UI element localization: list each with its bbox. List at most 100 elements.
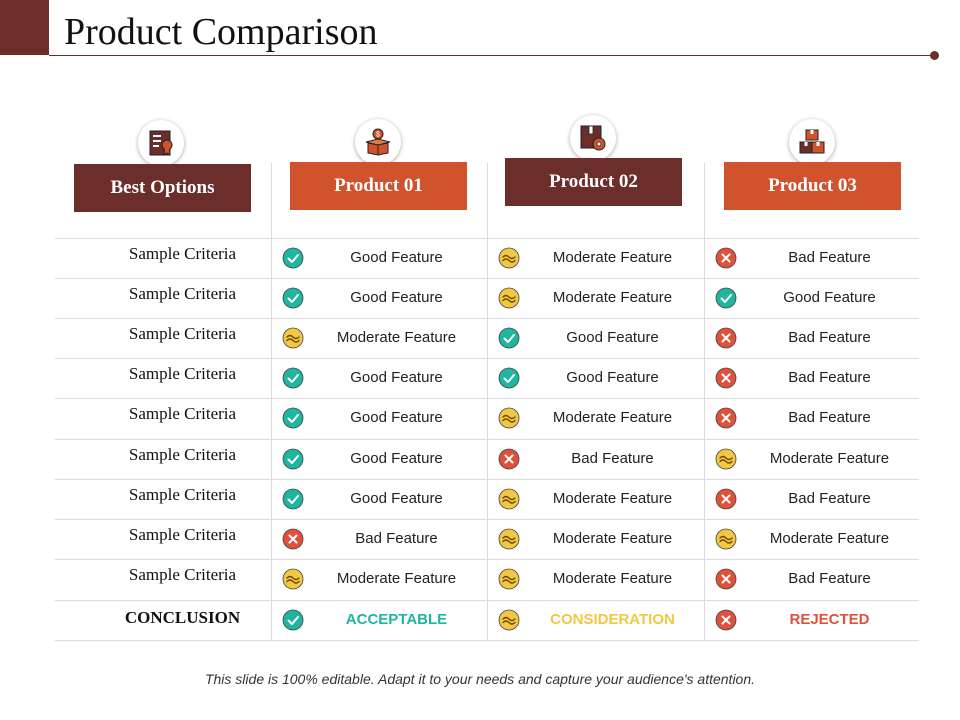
feature-cell: Good Feature xyxy=(272,278,489,318)
feature-cell: Good Feature xyxy=(272,439,489,479)
column-divider xyxy=(704,163,705,640)
row-divider xyxy=(55,439,919,440)
conclusion-cell: REJECTED xyxy=(705,600,922,640)
conclusion-verdict: ACCEPTABLE xyxy=(345,611,448,628)
feature-cell: Good Feature xyxy=(488,358,705,398)
feature-cell: Moderate Feature xyxy=(488,559,705,599)
column-header-label: Product 01 xyxy=(334,175,423,196)
column-header-1: Best Options xyxy=(74,164,251,212)
feature-text: Bad Feature xyxy=(788,249,871,266)
criteria-label: Sample Criteria xyxy=(128,244,237,263)
feature-text: Moderate Feature xyxy=(769,530,890,547)
feature-cell: Moderate Feature xyxy=(488,479,705,519)
row-divider xyxy=(55,519,919,520)
feature-cell: Good Feature xyxy=(272,358,489,398)
feature-cell: Moderate Feature xyxy=(488,278,705,318)
criteria-label: Sample Criteria xyxy=(128,525,237,544)
feature-cell: Bad Feature xyxy=(705,398,922,438)
conclusion-label: CONCLUSION xyxy=(124,608,241,627)
footer-note: This slide is 100% editable. Adapt it to… xyxy=(204,671,756,687)
feature-cell: Moderate Feature xyxy=(272,559,489,599)
feature-cell: Good Feature xyxy=(272,398,489,438)
feature-text: Moderate Feature xyxy=(336,570,457,587)
page-title: Product Comparison xyxy=(64,11,378,53)
criteria-label: Sample Criteria xyxy=(128,485,237,504)
feature-text: Moderate Feature xyxy=(552,570,673,587)
row-divider xyxy=(55,238,919,239)
feature-text: Moderate Feature xyxy=(336,329,457,346)
feature-text: Bad Feature xyxy=(788,409,871,426)
feature-text: Moderate Feature xyxy=(552,409,673,426)
feature-cell: Moderate Feature xyxy=(488,519,705,559)
feature-cell: Moderate Feature xyxy=(272,318,489,358)
column-header-label: Best Options xyxy=(110,177,215,198)
feature-text: Bad Feature xyxy=(571,450,654,467)
row-divider xyxy=(55,398,919,399)
feature-text: Good Feature xyxy=(566,329,659,346)
feature-cell: Moderate Feature xyxy=(488,398,705,438)
feature-cell: Bad Feature xyxy=(705,479,922,519)
feature-cell: Bad Feature xyxy=(705,238,922,278)
feature-text: Moderate Feature xyxy=(552,289,673,306)
conclusion-cell: ACCEPTABLE xyxy=(272,600,489,640)
conclusion-verdict: REJECTED xyxy=(789,611,870,628)
feature-text: Good Feature xyxy=(783,289,876,306)
criteria-label: Sample Criteria xyxy=(128,445,237,464)
feature-text: Moderate Feature xyxy=(552,490,673,507)
feature-text: Bad Feature xyxy=(788,329,871,346)
feature-cell: Bad Feature xyxy=(272,519,489,559)
feature-cell: Bad Feature xyxy=(705,559,922,599)
column-divider xyxy=(271,163,272,640)
criteria-label: Sample Criteria xyxy=(128,404,237,423)
feature-cell: Moderate Feature xyxy=(705,439,922,479)
row-divider xyxy=(55,640,919,641)
criteria-label: Sample Criteria xyxy=(128,565,237,584)
header-icon-badge-2: $ xyxy=(355,119,401,165)
header-icon-badge-3 xyxy=(570,115,616,161)
feature-cell: Bad Feature xyxy=(705,318,922,358)
svg-text:$: $ xyxy=(376,132,380,139)
feature-text: Moderate Feature xyxy=(552,530,673,547)
feature-text: Good Feature xyxy=(350,249,443,266)
feature-cell: Good Feature xyxy=(272,238,489,278)
criteria-label: Sample Criteria xyxy=(128,324,237,343)
row-divider xyxy=(55,600,919,601)
row-divider xyxy=(55,479,919,480)
feature-text: Good Feature xyxy=(350,289,443,306)
criteria-label: Sample Criteria xyxy=(128,284,237,303)
feature-cell: Moderate Feature xyxy=(705,519,922,559)
feature-text: Good Feature xyxy=(350,450,443,467)
conclusion-cell: CONSIDERATION xyxy=(488,600,705,640)
feature-cell: Good Feature xyxy=(705,278,922,318)
feature-cell: Moderate Feature xyxy=(488,238,705,278)
row-divider xyxy=(55,318,919,319)
header-icon-badge-4 xyxy=(789,119,835,165)
feature-text: Good Feature xyxy=(350,409,443,426)
feature-text: Bad Feature xyxy=(788,570,871,587)
feature-cell: Bad Feature xyxy=(488,439,705,479)
column-header-label: Product 03 xyxy=(768,175,857,196)
row-divider xyxy=(55,559,919,560)
feature-text: Bad Feature xyxy=(788,490,871,507)
feature-text: Bad Feature xyxy=(355,530,438,547)
feature-text: Bad Feature xyxy=(788,369,871,386)
feature-cell: Good Feature xyxy=(272,479,489,519)
feature-cell: Bad Feature xyxy=(705,358,922,398)
feature-cell: Good Feature xyxy=(488,318,705,358)
column-header-2: Product 01 xyxy=(290,162,467,210)
corner-accent xyxy=(0,0,49,55)
title-underline xyxy=(49,55,934,56)
criteria-label: Sample Criteria xyxy=(128,364,237,383)
conclusion-verdict: CONSIDERATION xyxy=(550,611,675,628)
title-underline-dot xyxy=(930,51,939,60)
column-header-label: Product 02 xyxy=(549,171,638,192)
column-header-4: Product 03 xyxy=(724,162,901,210)
row-divider xyxy=(55,278,919,279)
feature-text: Moderate Feature xyxy=(552,249,673,266)
feature-text: Moderate Feature xyxy=(769,450,890,467)
header-icon-badge-1 xyxy=(138,120,184,166)
feature-text: Good Feature xyxy=(350,369,443,386)
column-header-3: Product 02 xyxy=(505,158,682,206)
feature-text: Good Feature xyxy=(350,490,443,507)
row-divider xyxy=(55,358,919,359)
